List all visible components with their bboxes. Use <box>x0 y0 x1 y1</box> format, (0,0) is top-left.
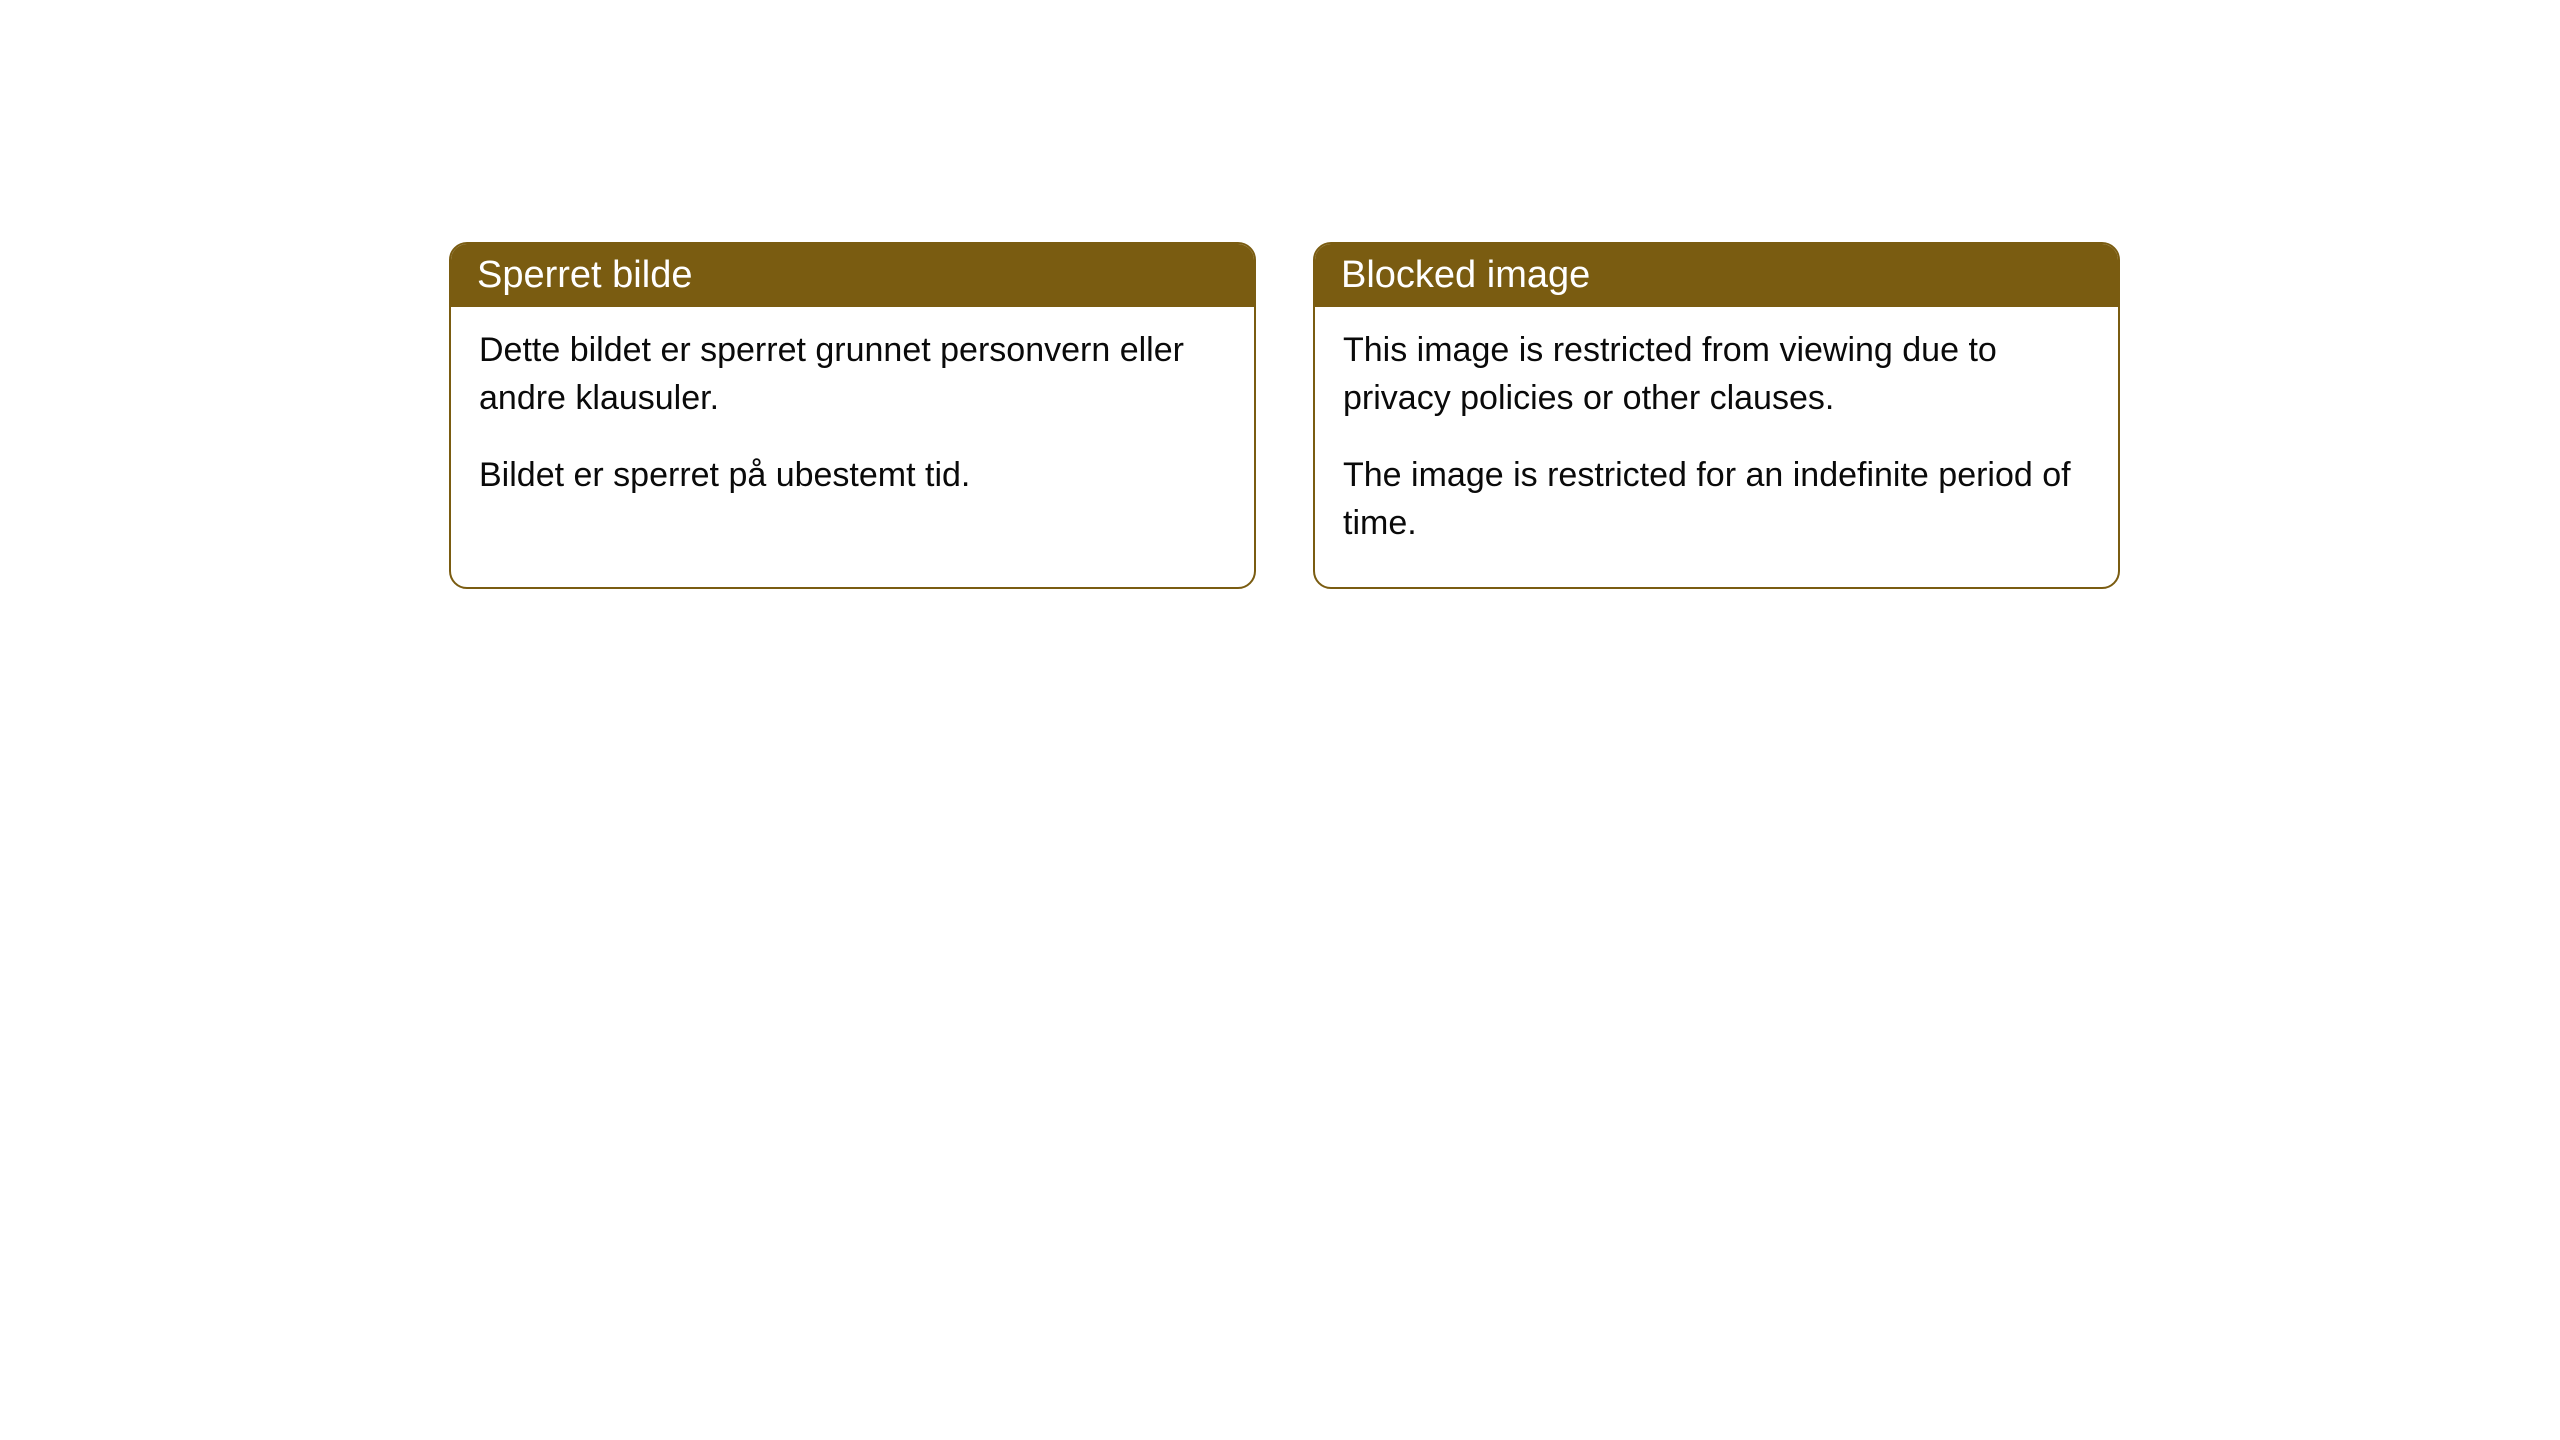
blocked-image-card-norwegian: Sperret bilde Dette bildet er sperret gr… <box>449 242 1256 589</box>
card-body-english: This image is restricted from viewing du… <box>1315 307 2118 587</box>
card-paragraph-2-english: The image is restricted for an indefinit… <box>1343 452 2090 547</box>
card-paragraph-1-english: This image is restricted from viewing du… <box>1343 327 2090 422</box>
card-paragraph-2-norwegian: Bildet er sperret på ubestemt tid. <box>479 452 1226 500</box>
cards-container: Sperret bilde Dette bildet er sperret gr… <box>449 242 2120 589</box>
card-header-norwegian: Sperret bilde <box>451 244 1254 307</box>
card-body-norwegian: Dette bildet er sperret grunnet personve… <box>451 307 1254 540</box>
card-header-english: Blocked image <box>1315 244 2118 307</box>
card-paragraph-1-norwegian: Dette bildet er sperret grunnet personve… <box>479 327 1226 422</box>
blocked-image-card-english: Blocked image This image is restricted f… <box>1313 242 2120 589</box>
